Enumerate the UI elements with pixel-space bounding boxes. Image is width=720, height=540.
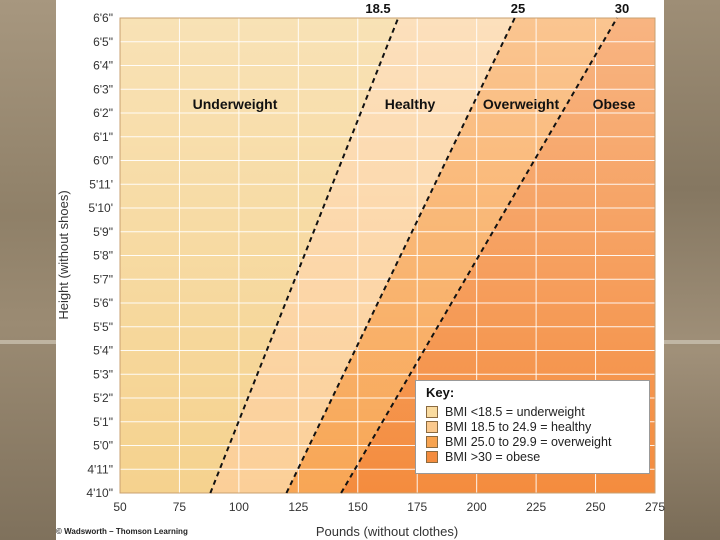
- y-tick-label: 6'5": [93, 35, 113, 49]
- y-tick-label: 6'1": [93, 130, 113, 144]
- y-tick-label: 6'3": [93, 82, 113, 96]
- chart-legend: Key: BMI <18.5 = underweight BMI 18.5 to…: [415, 380, 650, 474]
- legend-label: BMI <18.5 = underweight: [445, 404, 585, 419]
- x-tick-label: 125: [288, 500, 308, 514]
- y-tick-label: 6'2": [93, 106, 113, 120]
- x-tick-label: 50: [113, 500, 127, 514]
- y-tick-label: 5'1": [93, 415, 113, 429]
- legend-item: BMI 25.0 to 29.9 = overweight: [426, 434, 641, 449]
- y-tick-label: 6'0": [93, 154, 113, 168]
- legend-swatch-obese: [426, 450, 438, 463]
- x-tick-label: 150: [348, 500, 368, 514]
- x-tick-label: 100: [229, 500, 249, 514]
- y-tick-label: 4'11": [87, 462, 113, 476]
- y-tick-label: 5'5": [93, 320, 113, 334]
- x-tick-label: 75: [173, 500, 187, 514]
- legend-label: BMI 25.0 to 29.9 = overweight: [445, 434, 612, 449]
- y-tick-label: 5'2": [93, 391, 113, 405]
- zone-label-obese: Obese: [593, 96, 636, 112]
- x-tick-label: 275: [645, 500, 665, 514]
- y-tick-label: 5'0": [93, 439, 113, 453]
- legend-swatch-underweight: [426, 405, 438, 418]
- legend-item: BMI <18.5 = underweight: [426, 404, 641, 419]
- legend-label: BMI >30 = obese: [445, 449, 541, 464]
- legend-label: BMI 18.5 to 24.9 = healthy: [445, 419, 592, 434]
- y-tick-label: 5'4": [93, 344, 113, 358]
- x-tick-label: 225: [526, 500, 546, 514]
- y-tick-label: 5'11': [89, 177, 113, 191]
- background-left: [0, 0, 56, 540]
- bmi-line-label: 25: [511, 1, 525, 16]
- x-tick-label: 250: [586, 500, 606, 514]
- bmi-boundary-line-30: [340, 17, 618, 494]
- zone-label-healthy: Healthy: [385, 96, 436, 112]
- legend-swatch-overweight: [426, 435, 438, 448]
- y-tick-label: 5'9": [93, 225, 113, 239]
- plot-frame: [119, 17, 656, 494]
- legend-swatch-healthy: [426, 420, 438, 433]
- y-axis-title: Height (without shoes): [56, 190, 71, 319]
- x-tick-label: 200: [467, 500, 487, 514]
- y-tick-label: 5'3": [93, 367, 113, 381]
- zone-label-overweight: Overweight: [483, 96, 560, 112]
- y-tick-label: 6'6": [93, 11, 113, 25]
- background-right: [664, 0, 720, 540]
- x-tick-label: 175: [407, 500, 427, 514]
- y-tick-label: 5'6": [93, 296, 113, 310]
- bmi-line-label: 18.5: [365, 1, 390, 16]
- legend-title: Key:: [426, 385, 455, 400]
- y-tick-label: 5'10': [88, 201, 113, 215]
- bmi-boundary-line-25: [285, 17, 516, 494]
- copyright-credit: © Wadsworth – Thomson Learning: [56, 527, 188, 536]
- y-tick-label: 5'7": [93, 272, 113, 286]
- bmi-line-label: 30: [615, 1, 629, 16]
- zone-label-underweight: Underweight: [193, 96, 278, 112]
- y-tick-label: 6'4": [93, 59, 113, 73]
- legend-item: BMI 18.5 to 24.9 = healthy: [426, 419, 641, 434]
- y-tick-label: 5'8": [93, 249, 113, 263]
- legend-item: BMI >30 = obese: [426, 449, 641, 464]
- bmi-boundary-line-18-5: [209, 17, 400, 494]
- x-axis-title: Pounds (without clothes): [316, 524, 458, 539]
- y-tick-label: 4'10": [86, 486, 113, 500]
